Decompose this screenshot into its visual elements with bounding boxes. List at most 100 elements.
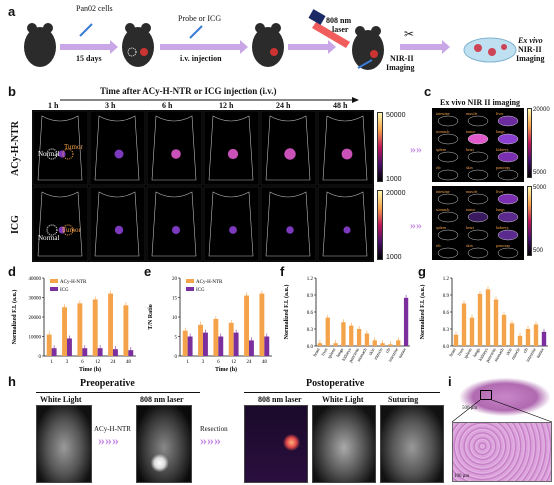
nir-label: NIR-II [390, 54, 414, 63]
y-tick-label: 0.3 [307, 328, 314, 333]
organ-shape [437, 169, 459, 181]
cb-b2-min: 1000 [386, 254, 402, 261]
tumor-signal [114, 225, 124, 235]
workflow-schematic: ✂ Pan02 cells 15 days Probe or ICG i.v. … [20, 2, 554, 82]
colorbar-c1 [527, 108, 532, 178]
legend-label: ACy-H-NTR [196, 280, 223, 285]
svg-text:✂: ✂ [404, 27, 414, 41]
bar [356, 329, 362, 346]
mouse-grid-svg [32, 110, 374, 262]
panel-label-d: d [8, 264, 16, 279]
organ-grid-2-svg: intestine muscle liver stomach tumor lungs spl… [436, 189, 519, 259]
bar [198, 324, 203, 356]
panel-label-a: a [8, 4, 16, 19]
row-label-acy: ACy-H-NTR [10, 121, 21, 177]
mouse-outline [151, 191, 197, 257]
bar [469, 317, 475, 346]
x-tick-label: 3 [66, 360, 69, 365]
organ-shape [437, 193, 459, 205]
bar [259, 293, 265, 356]
x-tick-label: 3 [202, 360, 205, 365]
arrow-chevrons-2: »»» [200, 434, 221, 449]
tumor-signal [229, 226, 237, 234]
bar [62, 307, 67, 356]
x-tick-label: 24 [247, 360, 253, 365]
x-axis-label: Time (h) [215, 366, 237, 373]
y-tick-label: 10 [172, 316, 178, 321]
normal-circle [46, 224, 58, 236]
y-tick-label: 10000 [29, 336, 42, 341]
imaging-label: Imaging [386, 63, 415, 72]
organ-shape [467, 211, 489, 223]
mouse-outline [265, 115, 311, 181]
y-tick-label: 0.0 [443, 345, 450, 350]
x-tick-label: lungs [335, 347, 344, 358]
bar [123, 305, 129, 356]
legend-swatch [186, 287, 194, 291]
bar [493, 299, 499, 346]
x-tick-label: liver [456, 347, 465, 357]
y-tick-label: 0.6 [307, 311, 314, 316]
workflow-drawing: ✂ [24, 9, 517, 70]
x-tick-label: 6 [217, 360, 220, 365]
mouse-cell [260, 186, 317, 262]
organ-label: kidneys [496, 225, 509, 230]
laser-label-1: 808 nm laser [140, 395, 184, 404]
organ-label: heart [466, 225, 475, 230]
mouse-cell [203, 186, 260, 262]
laser-label-2: 808 nm laser [258, 395, 302, 404]
y-tick-label: 5 [175, 336, 178, 341]
y-tick-label: 0.9 [443, 294, 450, 299]
organ-label: rib [436, 243, 440, 248]
x-tick-label: 12 [231, 360, 237, 365]
photo-preop-white [36, 405, 92, 483]
x-tick-label: 1 [50, 360, 53, 365]
bar [517, 335, 523, 346]
bar [203, 332, 208, 356]
mouse-cell [89, 186, 146, 262]
laser-label: 808 nm [326, 16, 352, 25]
panel-c-title: Ex vivo NIR II imaging [440, 98, 521, 107]
mouse-outline [94, 191, 140, 257]
organ-label: heart [466, 147, 475, 152]
probe-label: Probe or ICG [178, 14, 222, 23]
y-tick-label: 0 [39, 355, 42, 360]
tumor-signal [171, 225, 181, 235]
organ-label: stomach [436, 207, 449, 212]
bar [228, 322, 234, 356]
histology-overview [460, 378, 550, 416]
x-tick-label: liver [320, 347, 329, 357]
tumor-signal [343, 226, 351, 234]
mouse-outline [265, 191, 311, 257]
bar [187, 336, 193, 356]
bar [477, 293, 483, 346]
x-tick-label: rib [522, 346, 529, 353]
organ-shape [467, 169, 489, 181]
exvivo-imaging-label: Imaging [516, 54, 545, 63]
bar [403, 297, 409, 346]
mouse-outline [208, 115, 254, 181]
x-tick-label: intestine [387, 347, 399, 363]
x-tick-label: muscle [373, 347, 384, 361]
organ-shape [467, 193, 489, 205]
x-tick-label: skin [505, 346, 513, 356]
panel-label-i: i [448, 374, 452, 389]
mouse-1 [24, 23, 56, 67]
chart-d: 0 10000 20000 30000 40000 Normalized F.I. (a.… [11, 277, 136, 373]
zoom-lines [451, 400, 553, 422]
panel-label-e: e [144, 264, 152, 279]
bar [396, 340, 401, 346]
mouse-2 [122, 23, 154, 67]
arrow-chevrons-1: »»» [98, 434, 119, 449]
panel-label-b: b [8, 84, 16, 99]
days-label: 15 days [76, 54, 102, 63]
histology-zoom [452, 422, 552, 482]
bar [485, 289, 491, 346]
bar [509, 323, 515, 346]
panel-label-f: f [280, 264, 285, 279]
bar [233, 332, 239, 356]
x-tick-label: 48 [126, 360, 132, 365]
mouse-cell [146, 186, 203, 262]
y-tick-label: 0 [175, 355, 178, 360]
tumor-signal [114, 149, 124, 159]
